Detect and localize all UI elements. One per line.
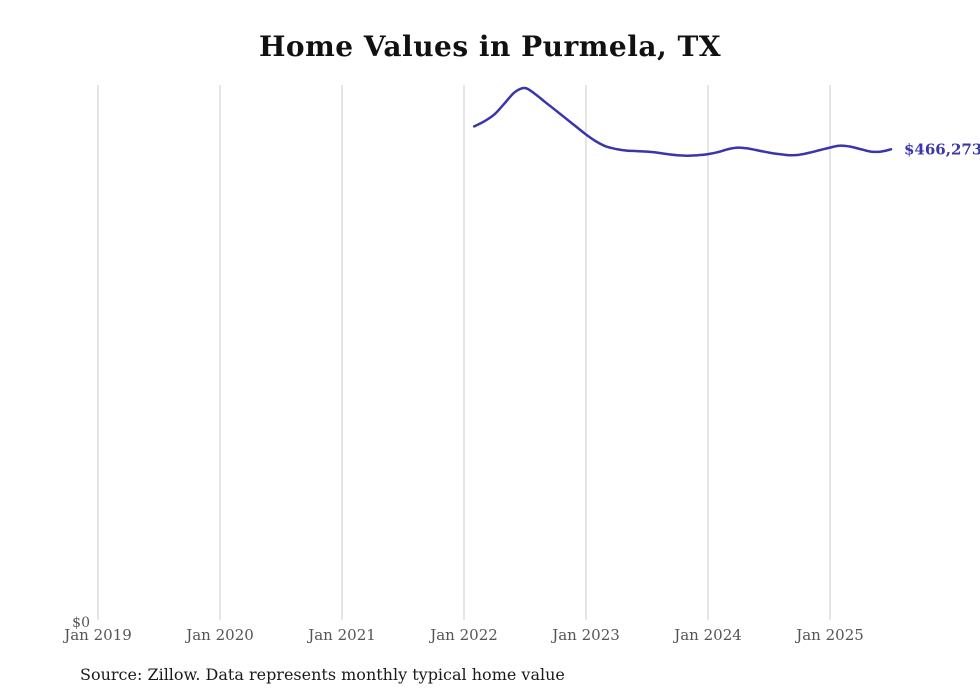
x-tick-label: Jan 2025 [794, 626, 864, 644]
x-tick-label: Jan 2023 [550, 626, 620, 644]
x-tick-label: Jan 2021 [306, 626, 376, 644]
end-value-label: $466,273 [904, 140, 980, 158]
x-tick-label: Jan 2020 [184, 626, 254, 644]
chart-title: Home Values in Purmela, TX [258, 30, 722, 63]
value-line [472, 86, 893, 157]
source-note: Source: Zillow. Data represents monthly … [80, 665, 565, 684]
x-tick-label: Jan 2019 [62, 626, 132, 644]
y-zero-label: $0 [72, 615, 90, 631]
x-tick-label: Jan 2022 [428, 626, 498, 644]
x-tick-label: Jan 2024 [672, 626, 742, 644]
